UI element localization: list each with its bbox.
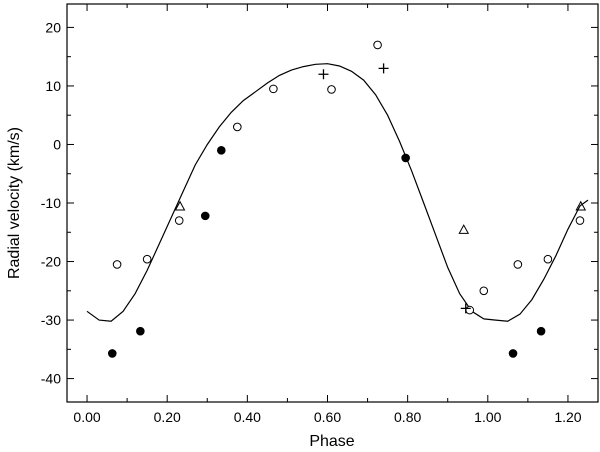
x-tick-label: 0.60 (314, 409, 341, 425)
open-circle-point (543, 254, 553, 264)
filled-circle-point (508, 349, 518, 358)
filled-circle-point (216, 146, 226, 155)
triangle-point (575, 200, 587, 211)
y-tick-label: -10 (41, 195, 61, 211)
plus-point (460, 303, 471, 314)
filled-circle-point (536, 326, 546, 336)
triangle-point (458, 224, 470, 234)
y-tick-label: -40 (41, 371, 61, 387)
y-tick-label: 10 (45, 78, 61, 94)
y-tick-label: 20 (45, 19, 61, 35)
y-axis-ticks: 20 10 0 -10 -20 -30 -40 (41, 19, 598, 387)
y-tick-label: -30 (41, 312, 61, 328)
filled-circle-point (401, 153, 410, 163)
x-tick-label: 0.00 (73, 409, 100, 425)
plus-point (378, 63, 389, 74)
x-axis-label: Phase (309, 433, 354, 450)
open-circle-point (174, 216, 184, 225)
open-circle-point (513, 260, 523, 269)
x-tick-label: 1.00 (474, 409, 501, 425)
x-tick-label: 1.20 (554, 409, 581, 425)
y-tick-label: -20 (41, 254, 61, 270)
open-circle-point (112, 260, 122, 269)
x-tick-label: 0.80 (394, 409, 421, 425)
plot-frame (66, 3, 599, 403)
y-tick-label: 0 (53, 136, 61, 152)
open-circle-point (269, 84, 278, 94)
open-circle-point (233, 122, 242, 132)
filled-circle-point (136, 326, 145, 336)
plus-point (318, 69, 329, 80)
x-tick-label: 0.20 (154, 409, 181, 425)
y-axis-label: Radial velocity (km/s) (6, 127, 23, 279)
open-circle-point (327, 85, 336, 94)
filled-circle-point (107, 349, 117, 358)
model-curve (86, 63, 589, 322)
data-markers (107, 40, 587, 358)
open-circle-point (142, 254, 152, 264)
triangle-point (174, 200, 186, 211)
x-tick-label: 0.40 (234, 409, 261, 425)
x-axis-ticks: 0.00 0.20 0.40 0.60 0.80 1.00 1.20 (73, 4, 582, 425)
open-circle-point (373, 40, 382, 50)
filled-circle-point (200, 211, 210, 221)
open-circle-point (479, 286, 489, 296)
open-circle-point (575, 216, 585, 225)
open-circle-point (465, 305, 475, 315)
